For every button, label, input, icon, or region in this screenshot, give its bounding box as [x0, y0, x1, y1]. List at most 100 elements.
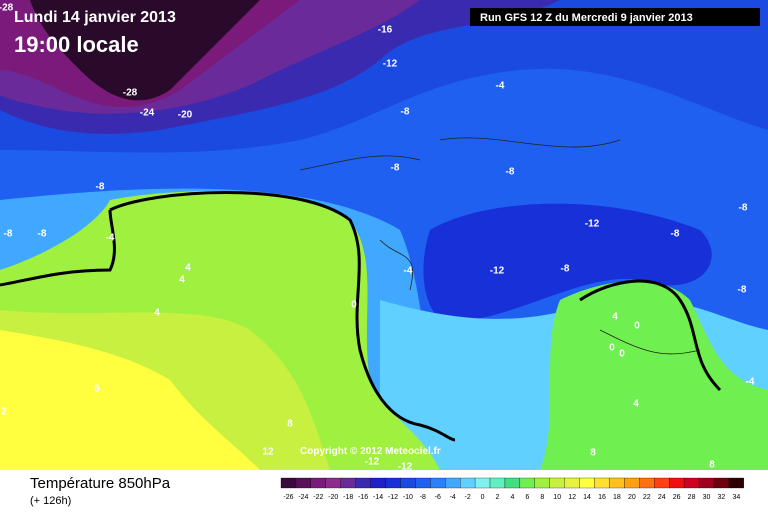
color-swatch	[489, 477, 506, 489]
contour-label: 0	[619, 349, 625, 360]
scale-label: 4	[510, 494, 514, 501]
color-swatch	[683, 477, 700, 489]
scale-label: 12	[568, 494, 576, 501]
contour-label: -4	[106, 233, 115, 244]
color-swatch	[639, 477, 655, 489]
contour-label: -8	[401, 107, 410, 118]
scale-label: 14	[583, 494, 591, 501]
color-swatch	[579, 477, 595, 489]
contour-label: -8	[4, 229, 13, 240]
contour-label: 8	[590, 448, 596, 459]
contour-label: -8	[561, 264, 570, 275]
color-swatch	[460, 477, 476, 489]
contour-label: -4	[404, 266, 413, 277]
contour-label: -28	[123, 88, 138, 99]
scale-label: 28	[688, 494, 696, 501]
contour-label: -28	[0, 3, 14, 14]
contour-labels: -28-16-12-4-28-24 -20 -8-8-8 -8-12-8-8 -8 -4-…	[0, 3, 755, 473]
contour-label: -8	[391, 163, 400, 174]
scale-label: -18	[343, 494, 353, 501]
color-swatch	[295, 477, 312, 489]
lead-time: (+ 126h)	[30, 495, 71, 507]
scale-label: 2	[496, 494, 500, 501]
color-swatch	[713, 477, 730, 489]
scale-label: 32	[718, 494, 726, 501]
contour-label: -8	[738, 285, 747, 296]
contour-label: -4	[496, 81, 505, 92]
scale-label: 22	[643, 494, 651, 501]
contour-label: -24	[140, 108, 155, 119]
color-swatch	[415, 477, 431, 489]
scale-label: 26	[673, 494, 681, 501]
color-swatch	[385, 477, 401, 489]
scale-label: -12	[388, 494, 398, 501]
contour-label: 4	[185, 263, 191, 274]
scale-label: -14	[373, 494, 383, 501]
contour-label: 0	[634, 321, 640, 332]
color-swatch	[355, 477, 371, 489]
contour-label: -8	[671, 229, 680, 240]
forecast-time: 19:00 locale	[14, 32, 139, 57]
scale-label: 18	[613, 494, 621, 501]
color-swatch	[310, 477, 326, 489]
scale-label: -22	[313, 494, 323, 501]
scale-label: 24	[658, 494, 666, 501]
contour-label: -4	[746, 377, 755, 388]
scale-label: -4	[450, 494, 456, 501]
map	[0, 0, 768, 470]
scale-label: 8	[540, 494, 544, 501]
color-swatch	[325, 477, 341, 489]
scale-label: -26	[283, 494, 293, 501]
scale-label: -2	[465, 494, 471, 501]
contour-label: 8	[287, 419, 293, 430]
color-swatch	[340, 477, 356, 489]
footer	[0, 470, 768, 512]
contour-label: -16	[378, 25, 393, 36]
color-swatch	[594, 477, 610, 489]
copyright: Copyright © 2012 Meteociel.fr	[300, 446, 441, 457]
contour-label: 2	[1, 407, 7, 418]
scale-label: 0	[481, 494, 485, 501]
color-swatch	[534, 477, 550, 489]
color-swatch	[280, 477, 297, 489]
scale-label: -16	[358, 494, 368, 501]
scale-label: -6	[435, 494, 441, 501]
color-swatch	[698, 477, 715, 489]
footer-title: Température 850hPa	[30, 475, 171, 492]
contour-label: -12	[398, 462, 413, 473]
color-swatch	[370, 477, 386, 489]
color-swatch	[445, 477, 461, 489]
contour-label: 8	[94, 384, 100, 395]
color-swatch	[549, 477, 565, 489]
color-swatch	[728, 477, 744, 489]
scale-label: -24	[298, 494, 308, 501]
contour-label: -8	[506, 167, 515, 178]
scale-label: -8	[420, 494, 426, 501]
color-swatch	[504, 477, 521, 489]
contour-label: 12	[262, 447, 274, 458]
contour-label: 0	[609, 343, 615, 354]
contour-label: 4	[179, 275, 185, 286]
scale-label: 16	[598, 494, 606, 501]
run-box	[470, 8, 760, 26]
contour-label: -12	[585, 219, 600, 230]
color-swatch	[430, 477, 446, 489]
color-scale: -26 -24 -22 -20 -18 -16 -14 -12 -10 -8 -6 -4 -2 0 2 4 6 8…	[280, 477, 744, 501]
color-swatch	[400, 477, 416, 489]
forecast-date: Lundi 14 janvier 2013	[14, 9, 176, 26]
run-info: Run GFS 12 Z du Mercredi 9 janvier 2013	[480, 12, 693, 24]
contour-label: 8	[709, 460, 715, 471]
color-swatch	[474, 477, 491, 489]
scale-label: 30	[703, 494, 711, 501]
color-swatch	[669, 477, 685, 489]
contour-label: -8	[96, 182, 105, 193]
color-swatch	[609, 477, 625, 489]
scale-label: 34	[732, 494, 740, 501]
scale-label: 10	[553, 494, 561, 501]
scale-label: -20	[328, 494, 338, 501]
contour-label: -12	[490, 266, 505, 277]
contour-label: -12	[365, 457, 380, 468]
scale-label: 20	[628, 494, 636, 501]
color-swatch	[654, 477, 670, 489]
